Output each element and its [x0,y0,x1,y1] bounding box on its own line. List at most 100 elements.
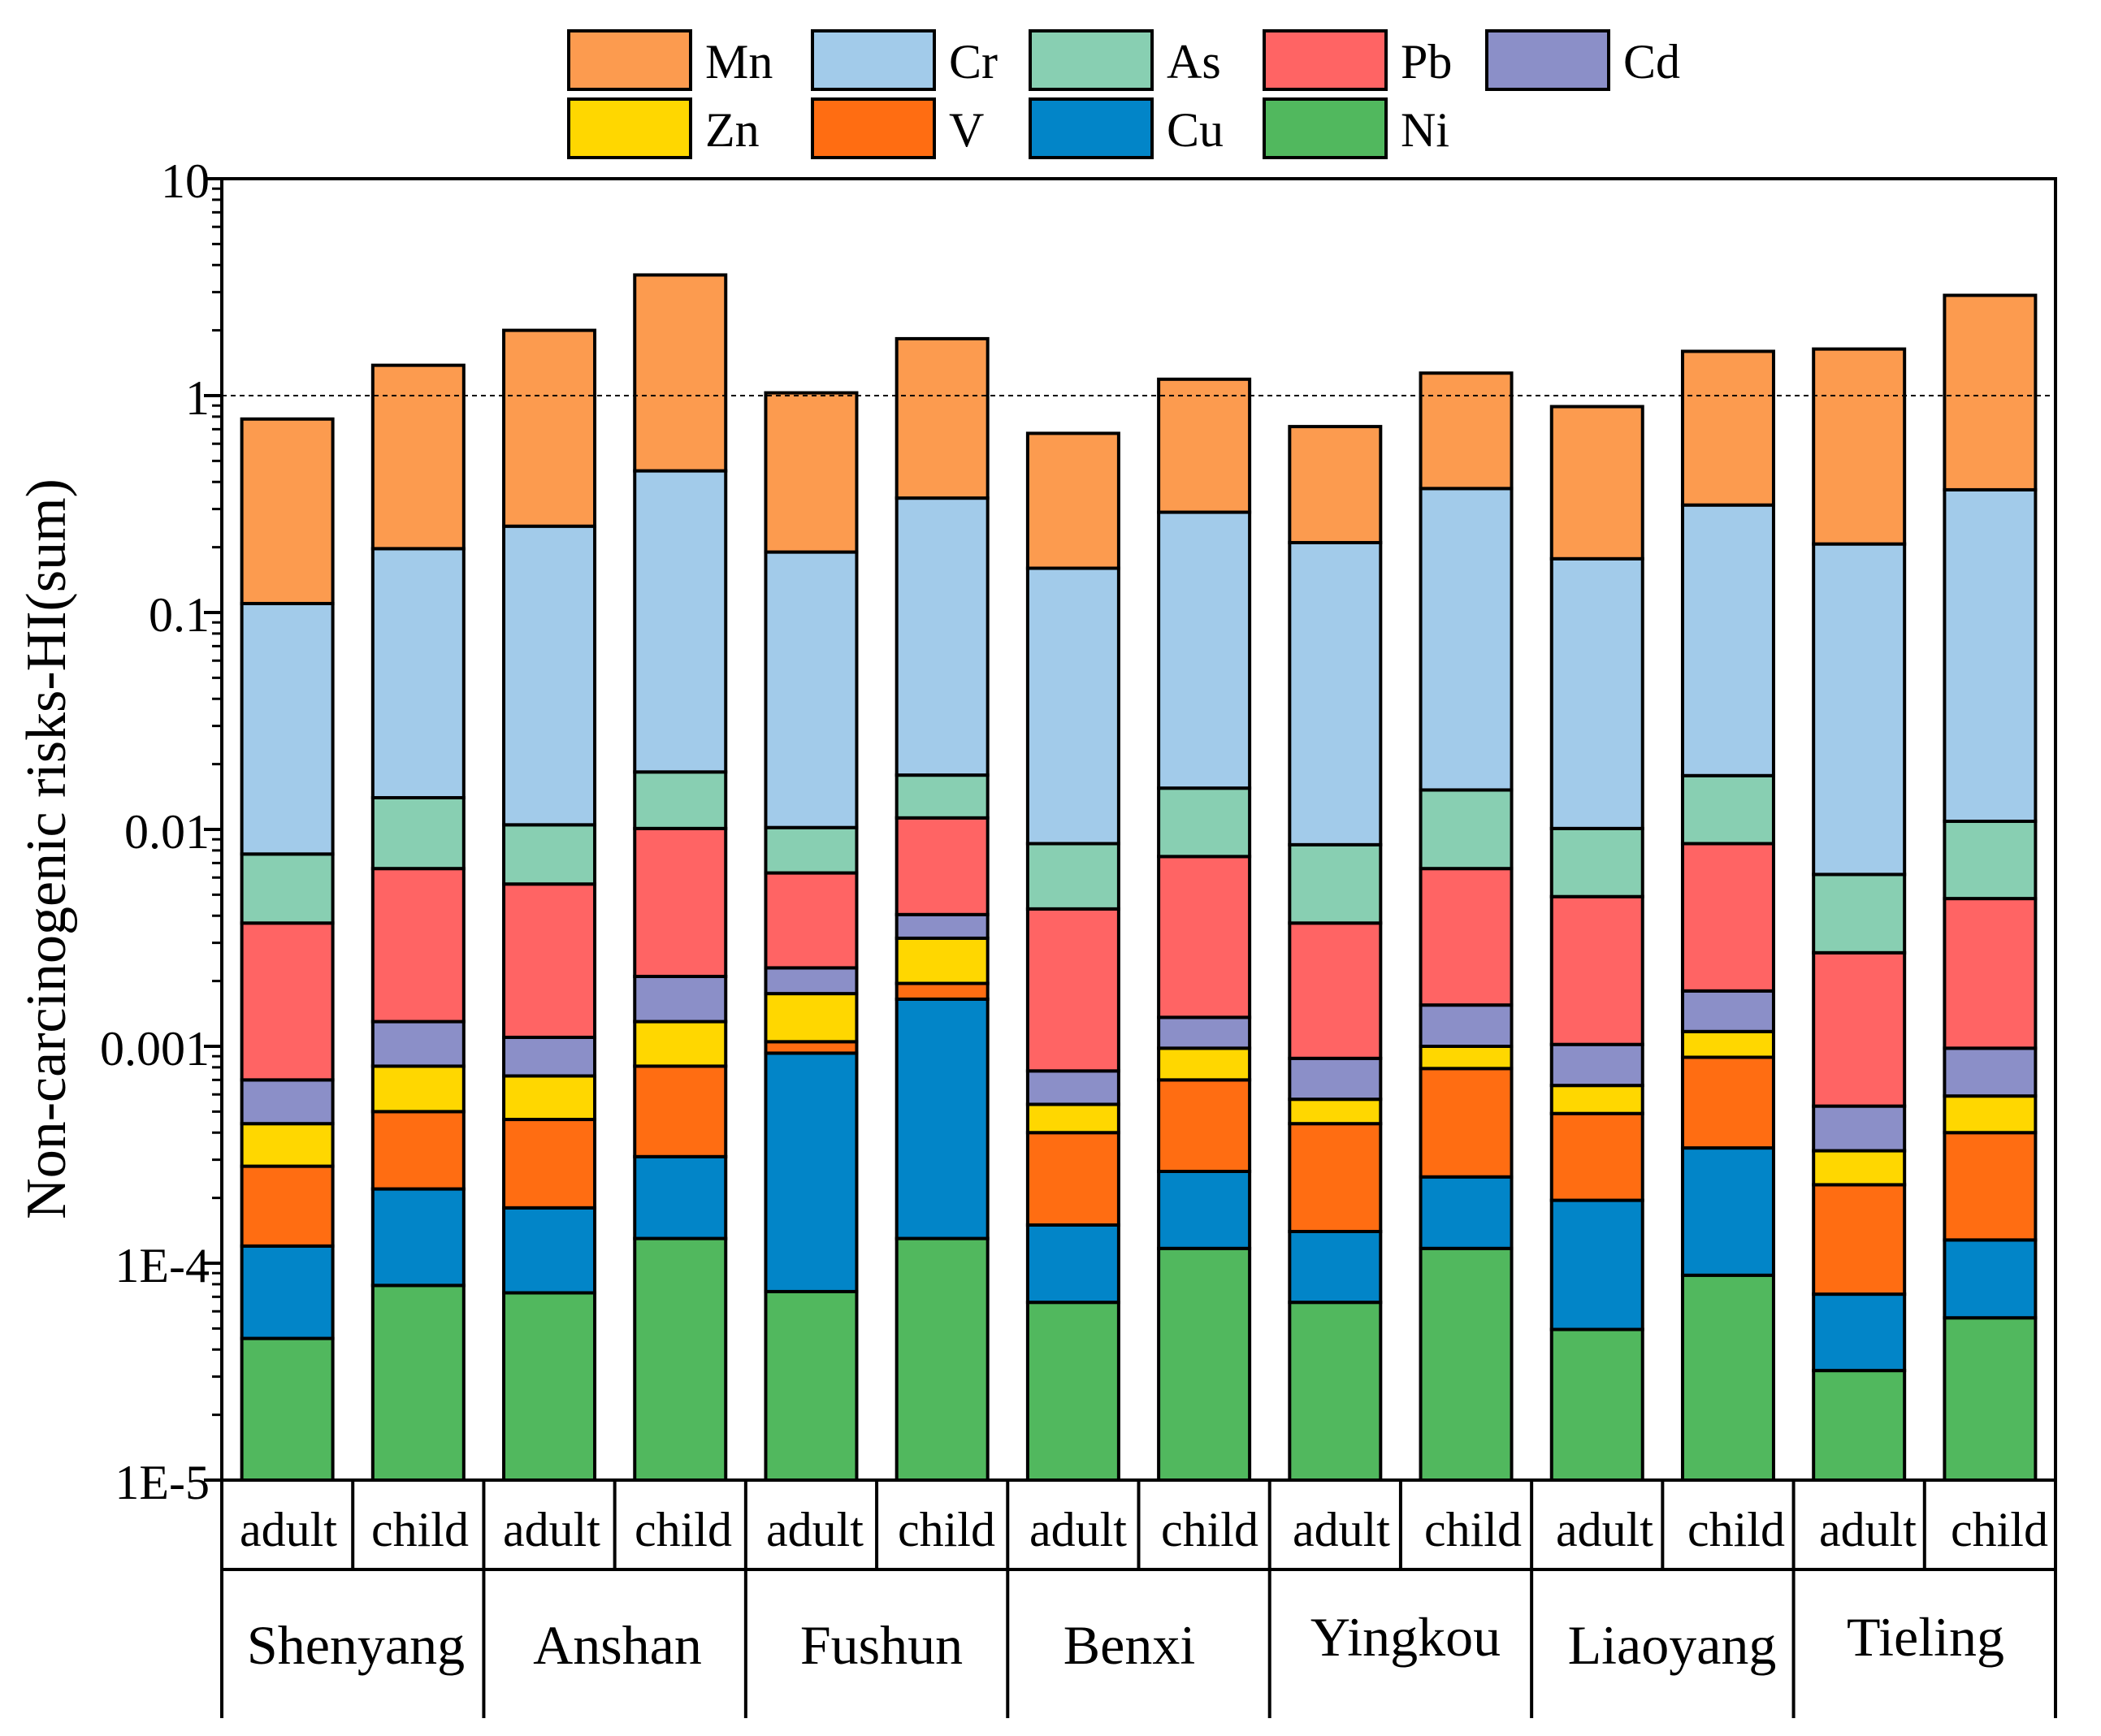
subgroup-label: child [635,1503,732,1556]
bar-segment-zn-anshan-child [633,1020,728,1068]
subgroup-labels: adult child adult child adult child adul… [240,1503,2048,1556]
y-tick-label: 1 [185,371,210,425]
bar-segment-ni-anshan-child [633,1236,728,1483]
bar-segment-cd-yingkou-adult [1288,1056,1383,1102]
legend-swatch-ni [1263,97,1388,159]
y-tick-label: 0.001 [100,1022,210,1076]
legend-label-mn: Mn [705,35,773,89]
bar-segment-cu-yingkou-child [1419,1175,1514,1250]
bar-segment-mn-fushun-child [895,336,990,500]
bar-segment-as-yingkou-child [1419,788,1514,871]
bar-segment-cd-benxi-child [1157,1015,1252,1050]
bar-segment-cr-liaoyang-adult [1549,556,1644,830]
subgroup-label: child [1424,1503,1522,1556]
bar-segment-zn-liaoyang-child [1680,1029,1775,1059]
bar-segment-cu-benxi-adult [1025,1223,1120,1305]
bar-segment-mn-shenyang-adult [240,417,335,605]
bar-segment-zn-tieling-adult [1812,1149,1907,1187]
bar-segment-as-shenyang-adult [240,852,335,925]
bar-segment-ni-benxi-child [1157,1246,1252,1483]
bar-segment-pb-liaoyang-child [1680,842,1775,993]
bar-segment-v-yingkou-adult [1288,1122,1383,1233]
bar-segment-cr-tieling-adult [1812,542,1907,877]
bar-segment-v-yingkou-child [1419,1067,1514,1179]
subgroup-label: adult [503,1503,600,1556]
bar-segment-pb-yingkou-child [1419,867,1514,1007]
legend-swatch-zn [567,97,692,159]
bar-segment-zn-benxi-adult [1025,1102,1120,1135]
bar-segment-cr-fushun-child [895,496,990,777]
legend-label-zn: Zn [705,103,760,157]
bar-segment-pb-fushun-child [895,816,990,916]
bar-segment-cd-fushun-child [895,912,990,940]
subgroup-label: adult [766,1503,864,1556]
bar-segment-mn-anshan-adult [502,328,597,528]
bar-segment-mn-liaoyang-adult [1549,405,1644,561]
bar-segment-mn-yingkou-adult [1288,425,1383,544]
legend-swatch-cd [1485,29,1610,91]
bar-segment-cu-shenyang-adult [240,1244,335,1340]
bar-segment-cd-tieling-child [1943,1046,2038,1098]
bar-segment-cr-fushun-adult [764,550,859,829]
bar-segment-zn-yingkou-adult [1288,1097,1383,1126]
city-label-shenyang: Shenyang [247,1614,465,1676]
subgroup-label: child [898,1503,995,1556]
bar-segment-pb-benxi-child [1157,855,1252,1020]
bar-segment-zn-anshan-adult [502,1074,597,1122]
bar-segment-ni-fushun-adult [764,1289,859,1483]
bar-segment-zn-yingkou-child [1419,1045,1514,1071]
bar-segment-cd-shenyang-child [370,1020,466,1068]
bar-segment-as-yingkou-adult [1288,842,1383,925]
y-tick-label: 0.1 [149,588,210,642]
bar-segment-mn-shenyang-child [370,363,466,551]
city-label-anshan: Anshan [533,1614,702,1676]
bar-segment-ni-yingkou-adult [1288,1301,1383,1482]
bar-segment-cu-yingkou-adult [1288,1229,1383,1305]
bar-segment-pb-yingkou-adult [1288,921,1383,1060]
bar-segment-ni-shenyang-child [370,1284,466,1483]
city-label-yingkou: Yingkou [1310,1606,1501,1668]
legend-label-cr: Cr [949,35,998,89]
bar-segment-cd-shenyang-adult [240,1078,335,1126]
bar-segment-cr-liaoyang-child [1680,503,1775,777]
bar-segment-v-fushun-child [895,981,990,1001]
bar-segment-pb-fushun-adult [764,871,859,970]
bar-segment-as-tieling-child [1943,820,2038,901]
legend-swatch-cu [1029,97,1154,159]
bar-segment-cr-anshan-child [633,469,728,774]
bar-segment-v-anshan-adult [502,1118,597,1210]
y-axis-title: Non-carcinogenic risks-HI(sum) [15,478,78,1219]
bar-segment-mn-benxi-child [1157,377,1252,514]
bar-segment-ni-anshan-adult [502,1291,597,1482]
y-tick-label: 0.01 [124,805,210,859]
bar-segment-as-shenyang-child [370,795,466,871]
bar-segment-ni-yingkou-child [1419,1246,1514,1483]
bar-segment-as-benxi-adult [1025,842,1120,911]
bar-segment-cd-tieling-adult [1812,1104,1907,1153]
axes-frame [204,177,2057,1718]
bar-segment-cu-liaoyang-child [1680,1146,1775,1277]
bar-segment-zn-shenyang-child [370,1064,466,1114]
bar-segment-cu-fushun-adult [764,1051,859,1293]
bar-segment-cu-benxi-child [1157,1169,1252,1250]
bar-segment-v-liaoyang-child [1680,1055,1775,1150]
city-label-benxi: Benxi [1063,1614,1195,1676]
bar-segment-v-fushun-adult [764,1040,859,1055]
bar-segment-zn-fushun-adult [764,992,859,1044]
bar-segment-pb-shenyang-adult [240,921,335,1082]
bar-segment-mn-tieling-child [1943,293,2038,491]
bar-segment-zn-liaoyang-adult [1549,1084,1644,1115]
bar-segment-cu-anshan-child [633,1154,728,1240]
bar-segment-ni-benxi-adult [1025,1301,1120,1482]
bar-segment-ni-liaoyang-child [1680,1273,1775,1482]
bar-segment-cr-shenyang-adult [240,601,335,856]
y-tick-label: 1E-5 [115,1456,210,1509]
bar-segment-v-shenyang-child [370,1110,466,1191]
bar-segment-mn-benxi-adult [1025,431,1120,570]
bar-segment-v-benxi-adult [1025,1131,1120,1227]
subgroup-label: adult [1029,1503,1127,1556]
bar-segment-ni-tieling-adult [1812,1369,1907,1483]
y-tick-label: 1E-4 [115,1239,210,1292]
bar-segment-pb-liaoyang-adult [1549,894,1644,1046]
subgroup-label: child [1951,1503,2048,1556]
